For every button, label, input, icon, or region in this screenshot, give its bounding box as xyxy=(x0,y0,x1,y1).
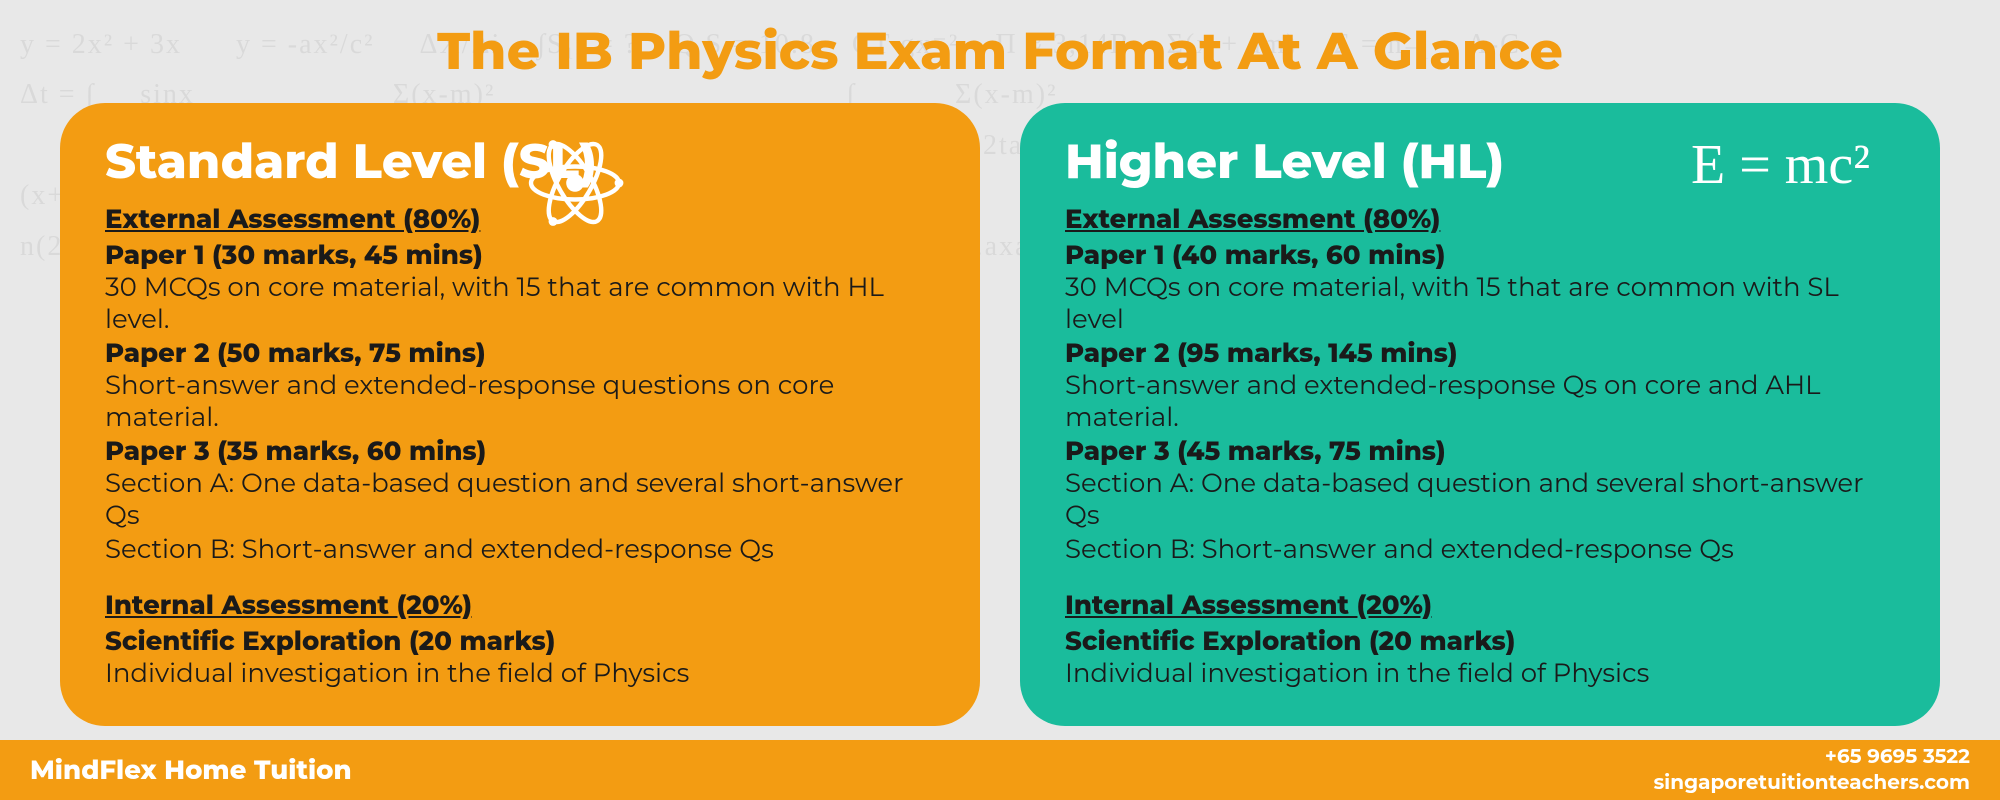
sl-paper2-title: Paper 2 (50 marks, 75 mins) xyxy=(105,337,935,369)
footer-website: singaporetuitionteachers.com xyxy=(1654,770,1970,796)
hl-paper1-desc: 30 MCQs on core material, with 15 that a… xyxy=(1065,271,1895,335)
footer-brand: MindFlex Home Tuition xyxy=(30,754,352,786)
hl-internal-desc: Individual investigation in the field of… xyxy=(1065,657,1895,689)
atom-icon xyxy=(520,128,630,243)
hl-paper1-title: Paper 1 (40 marks, 60 mins) xyxy=(1065,239,1895,271)
hl-internal-heading: Internal Assessment (20%) xyxy=(1065,589,1895,621)
emc2-formula: E = mc² xyxy=(1691,133,1870,197)
hl-paper3-desc-a: Section A: One data-based question and s… xyxy=(1065,467,1895,531)
sl-paper3-desc-a: Section A: One data-based question and s… xyxy=(105,467,935,531)
panels-container: Standard Level (SL) External Assessment … xyxy=(0,83,2000,726)
sl-paper3-title: Paper 3 (35 marks, 60 mins) xyxy=(105,435,935,467)
footer-bar: MindFlex Home Tuition +65 9695 3522 sing… xyxy=(0,740,2000,800)
hl-internal-title: Scientific Exploration (20 marks) xyxy=(1065,625,1895,657)
hl-paper2-desc: Short-answer and extended-response Qs on… xyxy=(1065,369,1895,433)
hl-paper2-title: Paper 2 (95 marks, 145 mins) xyxy=(1065,337,1895,369)
sl-internal-heading: Internal Assessment (20%) xyxy=(105,589,935,621)
sl-paper1-title: Paper 1 (30 marks, 45 mins) xyxy=(105,239,935,271)
sl-paper1-desc: 30 MCQs on core material, with 15 that a… xyxy=(105,271,935,335)
page-title: The IB Physics Exam Format At A Glance xyxy=(0,0,2000,83)
sl-paper2-desc: Short-answer and extended-response quest… xyxy=(105,369,935,433)
sl-paper3-desc-b: Section B: Short-answer and extended-res… xyxy=(105,533,935,565)
sl-internal-title: Scientific Exploration (20 marks) xyxy=(105,625,935,657)
sl-panel: Standard Level (SL) External Assessment … xyxy=(60,103,980,726)
footer-phone: +65 9695 3522 xyxy=(1654,744,1970,770)
hl-external-heading: External Assessment (80%) xyxy=(1065,203,1895,235)
hl-panel: E = mc² Higher Level (HL) External Asses… xyxy=(1020,103,1940,726)
footer-contact: +65 9695 3522 singaporetuitionteachers.c… xyxy=(1654,744,1970,796)
hl-paper3-desc-b: Section B: Short-answer and extended-res… xyxy=(1065,533,1895,565)
hl-paper3-title: Paper 3 (45 marks, 75 mins) xyxy=(1065,435,1895,467)
sl-internal-desc: Individual investigation in the field of… xyxy=(105,657,935,689)
